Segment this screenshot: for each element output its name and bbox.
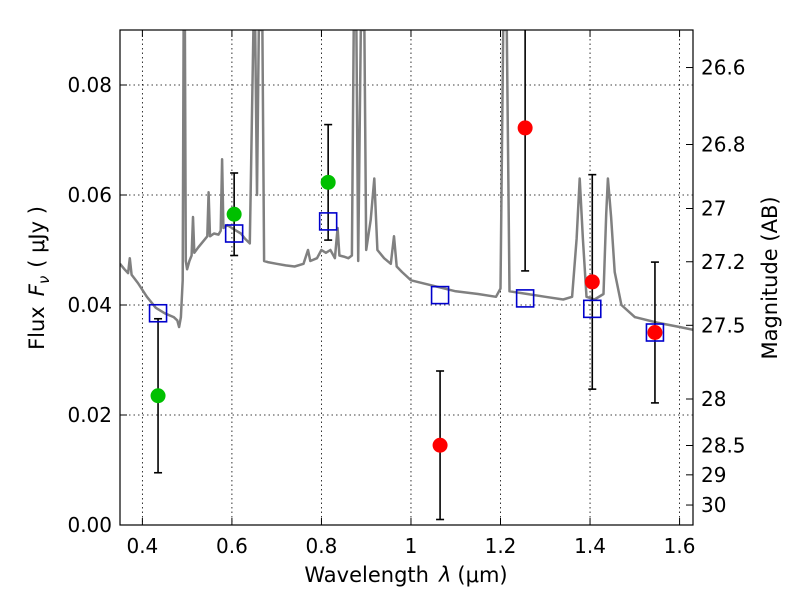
y-axis-label-symbol: F — [25, 283, 49, 296]
right-axis-label: Magnitude (AB) — [758, 196, 782, 359]
data-point — [226, 206, 242, 222]
x-tick-label: 1.6 — [664, 534, 696, 558]
y-tick-label: 0.02 — [67, 403, 112, 427]
model-photometry-square — [645, 323, 665, 342]
right-tick-label: 29 — [701, 463, 726, 487]
data-point — [647, 325, 663, 340]
x-tick-label: 1 — [405, 534, 418, 558]
model-photometry-square — [582, 299, 602, 319]
y-tick-label: 0.08 — [67, 73, 112, 97]
model-photometry-square — [430, 285, 450, 305]
y-tick-label: 0.04 — [67, 293, 112, 317]
y-tick-label: 0.06 — [67, 183, 112, 207]
data-point — [320, 174, 336, 190]
y-axis-label-text: Flux — [25, 306, 49, 350]
data-point — [517, 120, 533, 136]
model-photometry-square — [148, 303, 168, 323]
data-point — [432, 437, 448, 453]
model-spectrum-layer — [120, 30, 693, 332]
right-tick-label: 28.5 — [701, 434, 746, 458]
x-axis-label-text: Wavelength — [304, 563, 429, 587]
right-tick-label: 26.8 — [701, 132, 746, 156]
data-point — [584, 274, 600, 290]
y-axis-label: Flux Fν ( μJy ) — [25, 206, 53, 350]
plot-frame — [119, 29, 694, 526]
y-axis-label-subscript: ν — [35, 276, 53, 284]
right-tick-label: 27 — [701, 197, 726, 221]
x-tick-label: 0.6 — [216, 534, 248, 558]
x-tick-label: 1.4 — [574, 534, 606, 558]
right-tick-label: 28 — [701, 387, 726, 411]
x-axis-label-symbol: λ — [438, 563, 451, 587]
data-marks — [148, 30, 665, 521]
right-tick-label: 26.6 — [701, 56, 746, 80]
y-tick-label: 0.00 — [67, 513, 112, 537]
x-tick-label: 0.4 — [126, 534, 158, 558]
model-photometry-square — [515, 289, 535, 308]
axis-ticks: 0.4 0.6 0.8 1 1.2 1.4 1.6 0.00 0.02 0.04 0.06 0.08 2… — [67, 30, 746, 558]
x-axis-label: Wavelength λ (μm) — [304, 563, 507, 587]
right-tick-label: 30 — [701, 493, 726, 517]
y-axis-label-unit: ( μJy ) — [25, 206, 49, 268]
data-point — [150, 388, 166, 404]
model-photometry-square — [224, 224, 244, 243]
right-tick-label: 27.5 — [701, 313, 746, 337]
right-tick-label: 27.2 — [701, 250, 746, 274]
x-tick-label: 0.8 — [306, 534, 338, 558]
model-photometry-square — [318, 212, 338, 231]
model-spectrum-line — [120, 30, 693, 332]
x-tick-label: 1.2 — [485, 534, 517, 558]
x-axis-label-unit: (μm) — [457, 563, 507, 587]
